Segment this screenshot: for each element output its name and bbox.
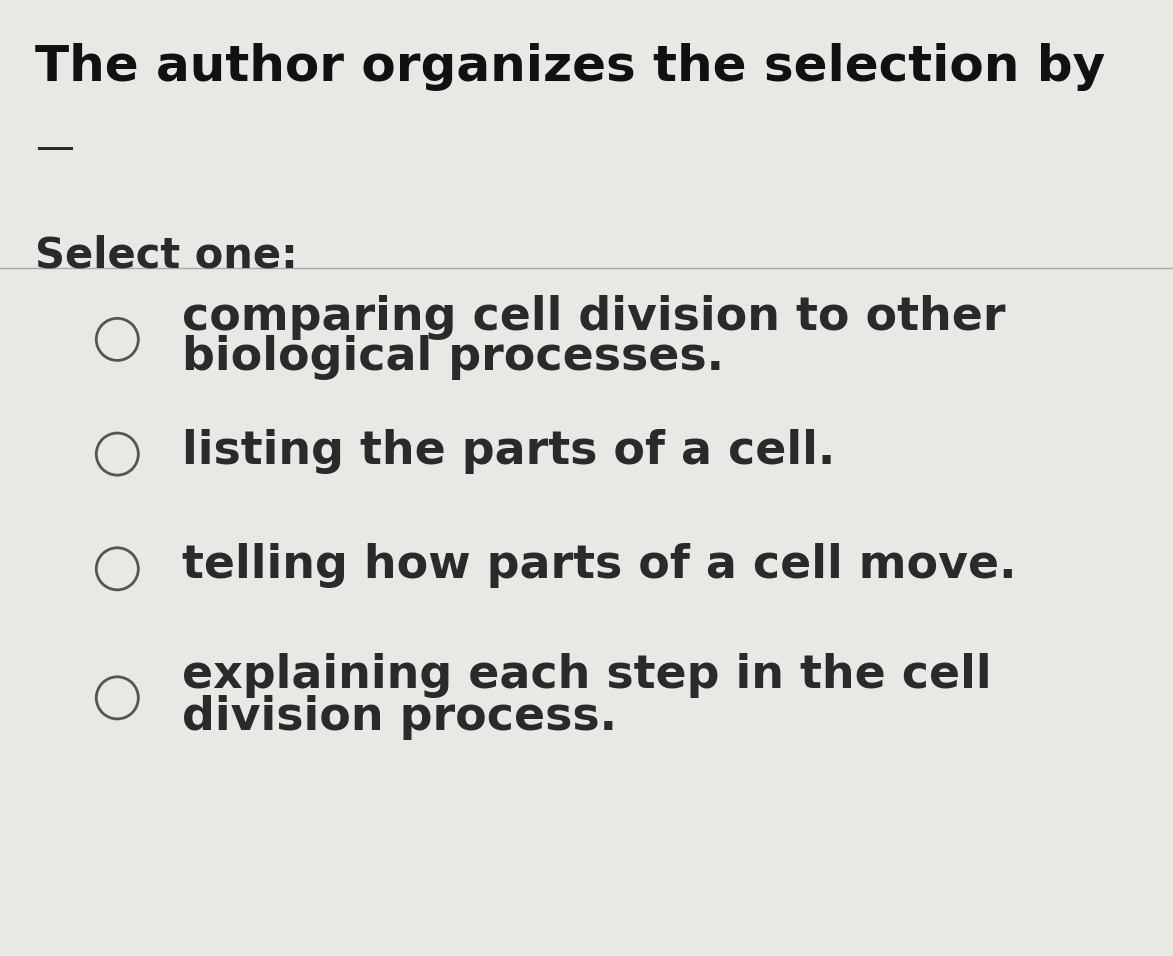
Ellipse shape [96, 318, 138, 360]
Text: division process.: division process. [182, 694, 617, 740]
Text: explaining each step in the cell: explaining each step in the cell [182, 653, 991, 699]
Ellipse shape [96, 433, 138, 475]
Text: comparing cell division to other: comparing cell division to other [182, 294, 1005, 340]
Text: biological processes.: biological processes. [182, 335, 724, 380]
Text: listing the parts of a cell.: listing the parts of a cell. [182, 428, 835, 474]
Text: Select one:: Select one: [35, 234, 298, 276]
Ellipse shape [96, 548, 138, 590]
Text: telling how parts of a cell move.: telling how parts of a cell move. [182, 543, 1016, 589]
Ellipse shape [96, 677, 138, 719]
Text: —: — [35, 129, 74, 167]
Text: The author organizes the selection by: The author organizes the selection by [35, 43, 1105, 91]
